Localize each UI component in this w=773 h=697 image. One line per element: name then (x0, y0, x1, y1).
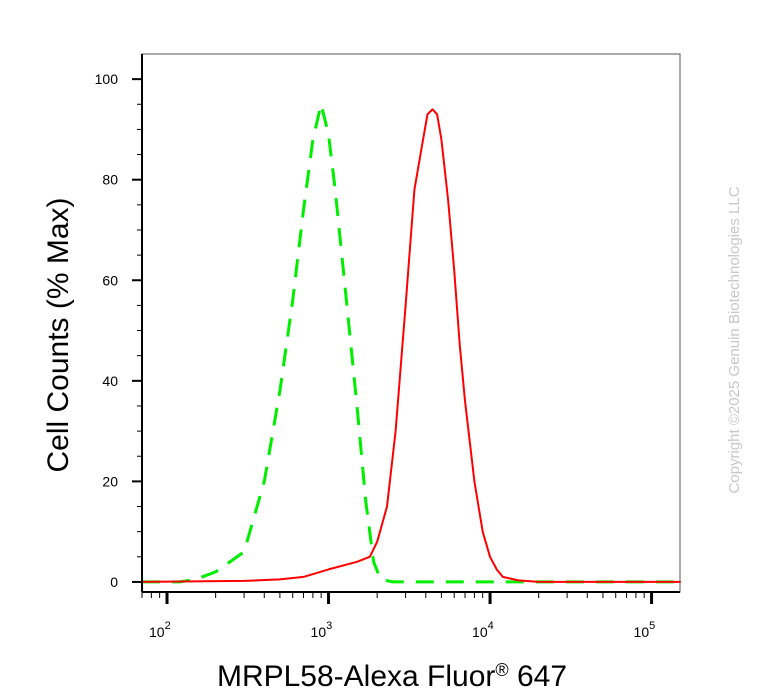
x-tick-label: 103 (311, 620, 333, 640)
series-line-dashed (142, 102, 680, 584)
x-tick-label: 102 (149, 620, 171, 640)
x-tick-label-exponent: 3 (326, 620, 332, 632)
x-tick-label-exponent: 2 (165, 620, 171, 632)
y-tick-label: 80 (102, 172, 118, 188)
y-axis: 0 20 40 60 80 100 (95, 54, 143, 592)
x-tick-label-base: 10 (311, 624, 327, 640)
x-tick-label: 104 (472, 620, 494, 640)
x-axis-title-tail: 647 (509, 660, 567, 693)
x-tick-label-base: 10 (149, 624, 165, 640)
y-tick-label: 60 (102, 272, 118, 288)
x-axis-title: MRPL58-Alexa Fluor® 647 (217, 660, 567, 693)
x-tick-label: 105 (634, 620, 656, 640)
y-tick-label: 0 (110, 574, 118, 590)
x-axis-title-sup: ® (495, 660, 508, 680)
x-axis-title-base: MRPL58-Alexa Fluor (217, 660, 495, 693)
x-axis: 102 103 104 105 (141, 591, 680, 640)
x-tick-label-base: 10 (634, 624, 650, 640)
y-axis-title: Cell Counts (% Max) (42, 197, 75, 472)
x-tick-label-exponent: 4 (488, 620, 494, 632)
y-tick-label: 100 (95, 71, 119, 87)
copyright-watermark: Copyright ©2025 Genuin Biotechnologies L… (726, 186, 743, 493)
series-line-solid (141, 108, 681, 583)
series-layer (141, 102, 681, 584)
x-tick-label-exponent: 5 (649, 620, 655, 632)
y-tick-label: 20 (102, 473, 118, 489)
x-tick-label-base: 10 (472, 624, 488, 640)
y-tick-label: 40 (102, 373, 118, 389)
plot-frame (141, 53, 681, 593)
